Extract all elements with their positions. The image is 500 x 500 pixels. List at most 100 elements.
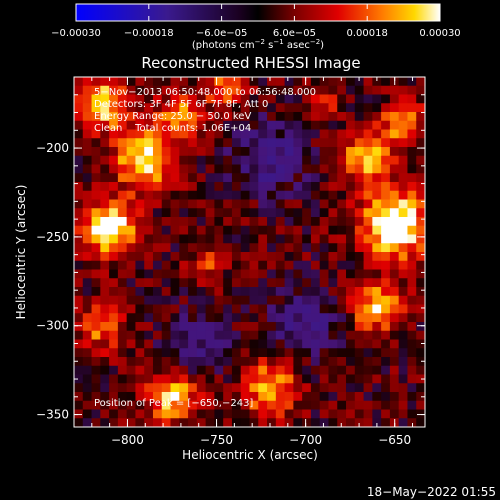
heatmap-cell — [407, 340, 416, 349]
heatmap-cell — [92, 322, 101, 331]
heatmap-cell — [337, 200, 346, 209]
heatmap-cell — [100, 261, 109, 270]
heatmap-cell — [399, 366, 408, 375]
heatmap-cell — [188, 226, 197, 235]
heatmap-cell — [83, 130, 92, 139]
heatmap-cell — [407, 261, 416, 270]
heatmap-cell — [74, 348, 83, 357]
heatmap-cell — [127, 348, 136, 357]
heatmap-cell — [250, 235, 259, 244]
heatmap-cell — [276, 375, 285, 384]
heatmap-cell — [416, 401, 425, 410]
heatmap-cell — [381, 86, 390, 95]
heatmap-cell — [346, 182, 355, 191]
heatmap-cell — [293, 296, 302, 305]
heatmap-cell — [188, 252, 197, 261]
heatmap-cell — [364, 305, 373, 314]
heatmap-cell — [92, 200, 101, 209]
heatmap-cell — [285, 348, 294, 357]
heatmap-cell — [232, 375, 241, 384]
heatmap-cell — [346, 173, 355, 182]
y-tick-label: −350 — [36, 408, 69, 422]
heatmap-cell — [171, 305, 180, 314]
heatmap-cell — [118, 270, 127, 279]
heatmap-cell — [285, 313, 294, 322]
heatmap-cell — [127, 313, 136, 322]
heatmap-cell — [372, 226, 381, 235]
heatmap-cell — [381, 130, 390, 139]
heatmap-cell — [364, 182, 373, 191]
heatmap-cell — [144, 165, 153, 174]
heatmap-cell — [206, 278, 215, 287]
heatmap-cell — [144, 138, 153, 147]
heatmap-cell — [162, 366, 171, 375]
heatmap-cell — [293, 217, 302, 226]
heatmap-cell — [311, 138, 320, 147]
heatmap-cell — [320, 103, 329, 112]
heatmap-cell — [118, 165, 127, 174]
heatmap-cell — [355, 322, 364, 331]
heatmap-cell — [83, 235, 92, 244]
heatmap-cell — [320, 366, 329, 375]
heatmap-cell — [276, 340, 285, 349]
heatmap-cell — [127, 173, 136, 182]
heatmap-cell — [337, 147, 346, 156]
heatmap-cell — [250, 270, 259, 279]
heatmap-cell — [232, 287, 241, 296]
heatmap-cell — [179, 296, 188, 305]
heatmap-cell — [407, 217, 416, 226]
heatmap-cell — [74, 401, 83, 410]
heatmap-cell — [320, 182, 329, 191]
heatmap-cell — [232, 278, 241, 287]
heatmap-cell — [83, 138, 92, 147]
heatmap-cell — [258, 173, 267, 182]
heatmap-cell — [153, 200, 162, 209]
heatmap-cell — [381, 173, 390, 182]
heatmap-cell — [267, 261, 276, 270]
heatmap-cell — [188, 313, 197, 322]
heatmap-cell — [171, 77, 180, 86]
heatmap-cell — [135, 165, 144, 174]
heatmap-cell — [311, 103, 320, 112]
heatmap-cell — [188, 243, 197, 252]
heatmap-cell — [328, 392, 337, 401]
heatmap-cell — [171, 313, 180, 322]
heatmap-cell — [407, 331, 416, 340]
heatmap-cell — [197, 296, 206, 305]
heatmap-cell — [337, 121, 346, 130]
heatmap-cell — [276, 261, 285, 270]
heatmap-cell — [390, 147, 399, 156]
heatmap-cell — [293, 226, 302, 235]
heatmap-cell — [372, 147, 381, 156]
heatmap-cell — [206, 270, 215, 279]
heatmap-cell — [109, 173, 118, 182]
heatmap-cell — [355, 313, 364, 322]
heatmap-cell — [179, 208, 188, 217]
heatmap-cell — [302, 278, 311, 287]
heatmap-cell — [337, 191, 346, 200]
heatmap-cell — [390, 243, 399, 252]
heatmap-cell — [223, 313, 232, 322]
heatmap-cell — [144, 147, 153, 156]
heatmap-cell — [311, 156, 320, 165]
heatmap-cell — [250, 322, 259, 331]
heatmap-cell — [293, 375, 302, 384]
heatmap-cell — [302, 165, 311, 174]
heatmap-cell — [232, 165, 241, 174]
heatmap-cell — [232, 147, 241, 156]
heatmap-cell — [285, 401, 294, 410]
heatmap-cell — [337, 401, 346, 410]
heatmap-cell — [293, 252, 302, 261]
heatmap-cell — [311, 182, 320, 191]
heatmap-cell — [171, 340, 180, 349]
heatmap-cell — [390, 261, 399, 270]
heatmap-cell — [381, 357, 390, 366]
heatmap-cell — [118, 366, 127, 375]
heatmap-cell — [74, 287, 83, 296]
heatmap-cell — [83, 322, 92, 331]
heatmap-cell — [372, 130, 381, 139]
heatmap-cell — [153, 313, 162, 322]
heatmap-cell — [302, 418, 311, 427]
heatmap-cell — [118, 340, 127, 349]
heatmap-cell — [250, 331, 259, 340]
